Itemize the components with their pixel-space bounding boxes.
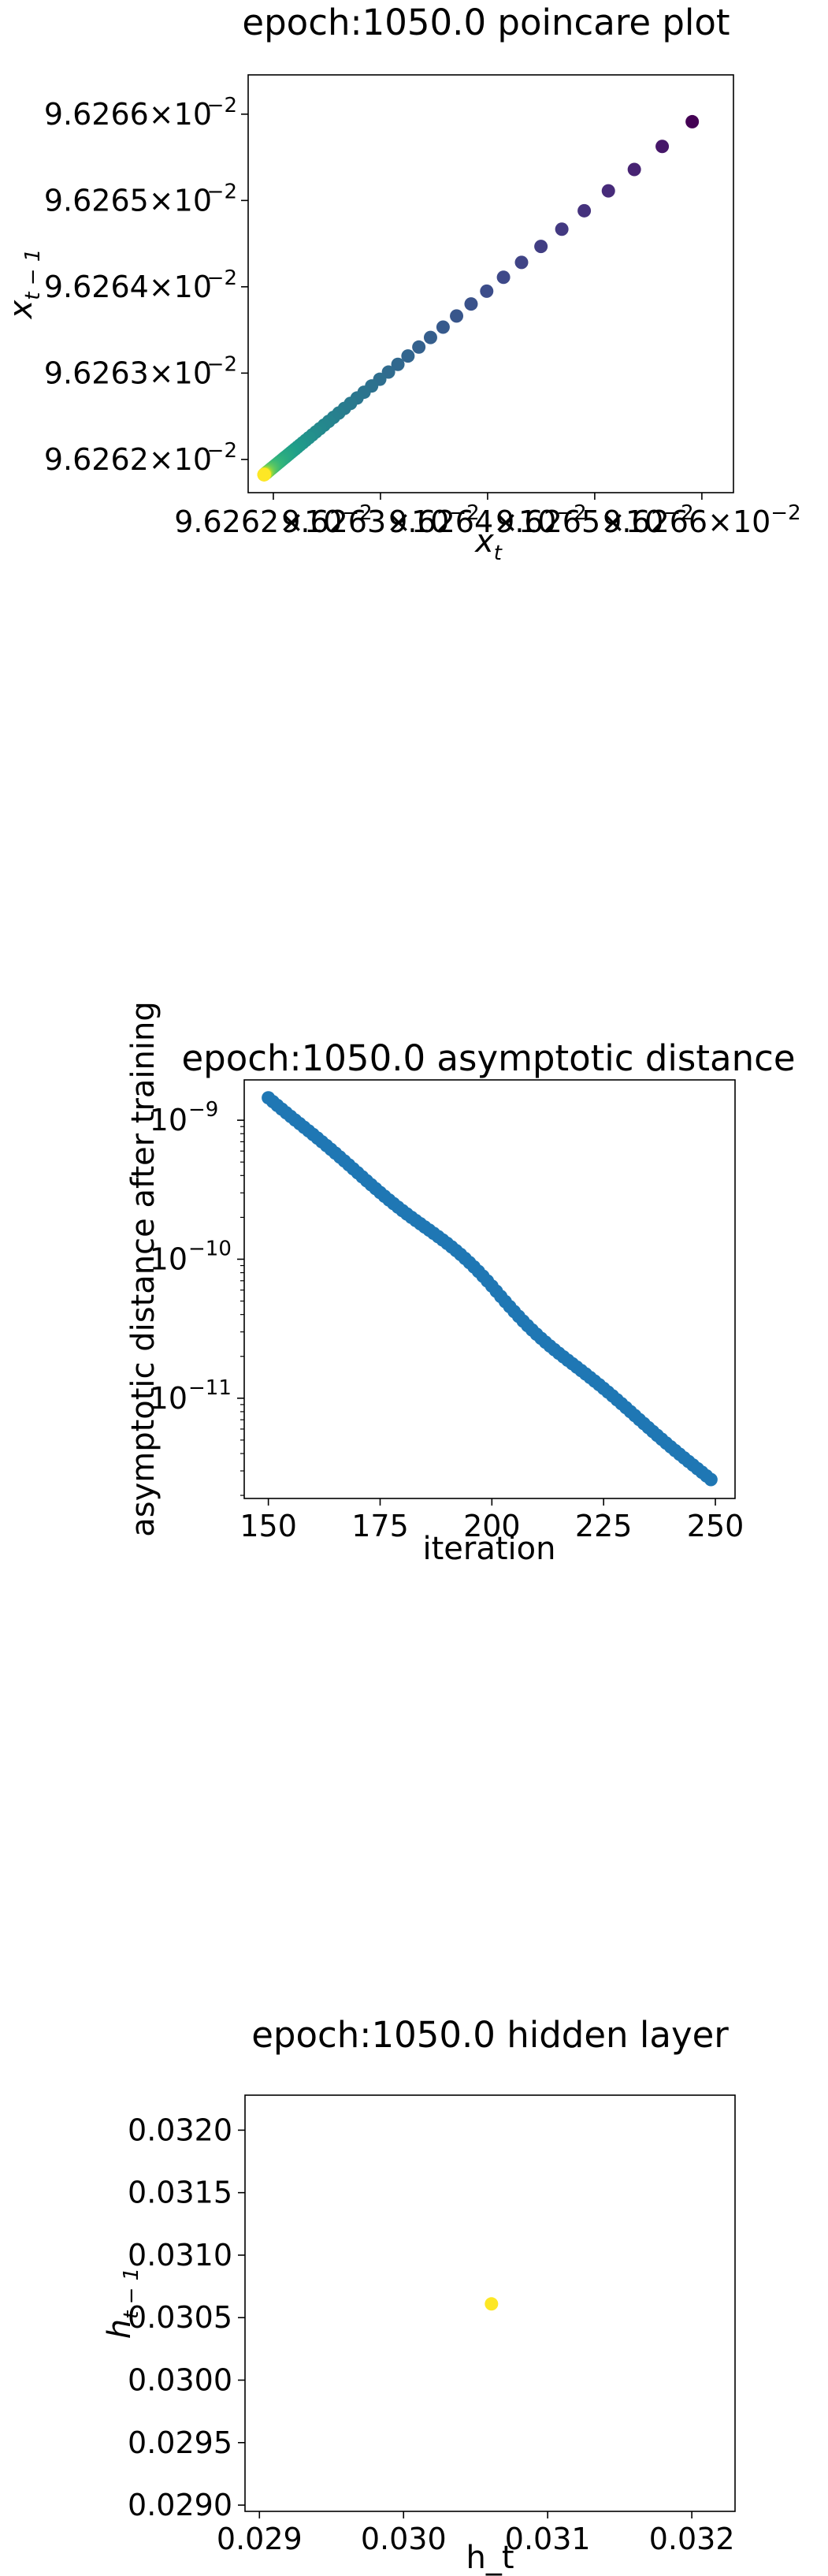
hidden-x-label: h_t <box>466 2540 514 2576</box>
poincare-y-tick-label: 9.6262×10 <box>44 442 212 477</box>
asymptotic-x-tick-label: 150 <box>239 1509 297 1543</box>
poincare-x-tick-label: 9.6263×10−2 <box>281 501 479 539</box>
asymptotic-x-label: iteration <box>423 1531 556 1567</box>
hidden-title: epoch:1050.0 hidden layer <box>251 2014 729 2056</box>
poincare-y-ticks: 9.6262×10−29.6263×10−29.6264×10−29.6265×… <box>44 94 248 477</box>
asymptotic-point <box>704 1472 718 1487</box>
poincare-point <box>257 467 271 482</box>
hidden-y-tick-label: 0.0305 <box>128 2300 232 2335</box>
poincare-y-tick-exponent: −2 <box>207 266 237 290</box>
asymptotic-plot-area <box>243 1079 736 1499</box>
hidden-x-tick-label: 0.029 <box>217 2522 303 2556</box>
asymptotic-y-label: asymptotic distance after training <box>125 1001 162 1537</box>
asymptotic-x-tick-label: 200 <box>463 1509 521 1543</box>
poincare-x-tick-label: 9.6265×10−2 <box>496 501 693 539</box>
poincare-y-tick-label: 9.6265×10 <box>44 183 212 218</box>
poincare-x-label: xt <box>473 523 503 565</box>
hidden-x-tick-label: 0.031 <box>505 2522 591 2556</box>
poincare-point <box>514 255 529 270</box>
hidden-x-tick-label: 0.030 <box>361 2522 447 2556</box>
poincare-point <box>496 270 511 285</box>
poincare-title: epoch:1050.0 poincare plot <box>242 2 730 43</box>
hidden-y-ticks: 0.0290 0.0295 0.0300 0.0305 0.0310 0.0315 0.03… <box>128 2113 245 2522</box>
poincare-x-tick-label: 9.6264×10−2 <box>388 501 586 539</box>
hidden-point <box>485 2297 499 2311</box>
poincare-x-tick-label: 9.6266×10−2 <box>603 501 800 539</box>
asymptotic-x-tick-label: 225 <box>575 1509 633 1543</box>
poincare-point <box>534 240 548 254</box>
poincare-point <box>601 184 615 198</box>
hidden-y-tick-label: 0.0290 <box>128 2488 232 2522</box>
poincare-y-tick-exponent: −2 <box>207 352 237 376</box>
hidden-y-tick-label: 0.0295 <box>128 2425 232 2460</box>
poincare-x-tick-label: 9.6262×10−2 <box>174 501 372 539</box>
poincare-point <box>401 349 415 363</box>
asymptotic-title: epoch:1050.0 asymptotic distance <box>181 1037 795 1079</box>
poincare-y-tick-exponent: −2 <box>207 439 237 463</box>
poincare-point <box>391 357 405 371</box>
asymptotic-y-tick-exponent: −10 <box>188 1237 232 1260</box>
hidden-points <box>485 2297 499 2311</box>
poincare-point <box>627 162 641 177</box>
poincare-points <box>257 114 700 482</box>
poincare-y-tick-label: 9.6264×10 <box>44 270 212 304</box>
hidden-y-tick-label: 0.0300 <box>128 2363 232 2398</box>
asymptotic-chart: epoch:1050.0 asymptotic distance 150 175 2… <box>125 1001 796 1567</box>
poincare-point <box>685 114 700 128</box>
poincare-x-ticks: 9.6262×10−29.6263×10−29.6264×10−29.6265×… <box>174 493 801 539</box>
poincare-y-tick-label: 9.6263×10 <box>44 356 212 390</box>
poincare-y-tick-exponent: −2 <box>207 180 237 203</box>
asymptotic-x-ticks: 150 175 200 225 250 <box>239 1498 744 1543</box>
hidden-y-tick-label: 0.0315 <box>128 2176 232 2210</box>
asymptotic-y-tick-label: 10 <box>150 1241 188 1276</box>
poincare-point <box>436 320 450 334</box>
hidden-x-tick-label: 0.032 <box>649 2522 735 2556</box>
asymptotic-y-tick-exponent: −9 <box>188 1098 218 1122</box>
poincare-y-label: xt − 1 <box>3 249 45 321</box>
asymptotic-x-tick-label: 175 <box>351 1509 409 1543</box>
poincare-point <box>480 284 494 298</box>
poincare-y-tick-label: 9.6266×10 <box>44 97 212 132</box>
hidden-x-ticks: 0.029 0.030 0.031 0.032 <box>217 2511 735 2556</box>
poincare-point <box>423 330 437 344</box>
poincare-point <box>655 140 670 154</box>
hidden-y-label: ht − 1 <box>102 2268 143 2339</box>
poincare-point <box>555 222 569 236</box>
asymptotic-y-tick-label: 10 <box>150 1381 188 1416</box>
asymptotic-x-tick-label: 250 <box>687 1509 744 1543</box>
asymptotic-y-tick-label: 10 <box>150 1103 188 1137</box>
poincare-point <box>450 309 464 323</box>
hidden-y-tick-label: 0.0320 <box>128 2113 232 2147</box>
poincare-point <box>412 340 426 354</box>
poincare-plot-area <box>247 74 734 493</box>
hidden-y-tick-label: 0.0310 <box>128 2238 232 2273</box>
poincare-point <box>577 203 592 218</box>
asymptotic-y-tick-exponent: −11 <box>188 1376 232 1400</box>
poincare-y-tick-exponent: −2 <box>207 94 237 117</box>
hidden-plot-area <box>244 2094 736 2512</box>
poincare-chart: epoch:1050.0 poincare plot 9.6262×10−29.… <box>3 2 801 565</box>
hidden-layer-chart: epoch:1050.0 hidden layer 0.029 0.030 0.03… <box>102 2014 736 2576</box>
asymptotic-points <box>262 1091 718 1487</box>
poincare-point <box>464 297 478 311</box>
